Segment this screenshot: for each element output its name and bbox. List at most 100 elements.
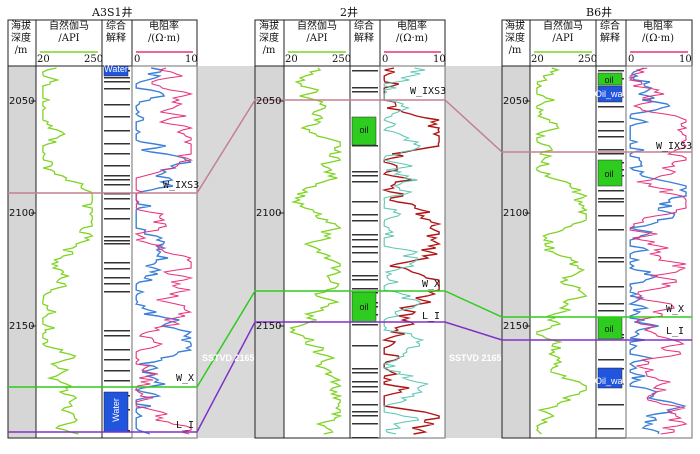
lithology-stripe: [598, 198, 624, 200]
marker-label-w2-wx: W_X: [422, 279, 441, 290]
lithology-stripe: [352, 246, 378, 248]
lithology-stripe: [104, 370, 130, 372]
lithology-stripe: [104, 283, 130, 285]
resistivity-curve: [627, 67, 687, 435]
header-gr-text: 自然伽马/API: [543, 21, 583, 44]
lithology-stripe: [352, 261, 378, 263]
depth-track: [502, 66, 530, 438]
gap-band-left: [197, 66, 255, 438]
lithology-stripe: [352, 411, 378, 413]
lithology-stripe: [104, 243, 130, 245]
well-column-2: [254, 19, 446, 439]
lithology-stripe: [598, 153, 624, 155]
water-zone-w1-top: [103, 65, 129, 77]
well-title-2: 2井: [340, 6, 358, 19]
header-interp-text: 综合 解释: [106, 21, 126, 44]
lithology-stripe: [352, 239, 378, 241]
oil-water-zone-w3-5: [597, 367, 623, 389]
marker-label-w1-wx: W_X: [176, 373, 195, 384]
lithology-stripe: [104, 165, 130, 167]
header-res-w1: 电阻率/(Ω·m): [132, 21, 196, 45]
lithology-stripe: [352, 145, 378, 147]
header-interp-text: 综合 解释: [600, 21, 620, 44]
lithology-stripe: [352, 275, 378, 277]
gr-max-w1: 250: [84, 54, 104, 65]
res-grid: [379, 65, 446, 439]
header-interp-w3: 综合 解释: [596, 21, 624, 45]
gr-max-w2: 250: [332, 54, 352, 65]
header-res-w3: 电阻率/(Ω·m): [626, 21, 690, 45]
lithology-stripe: [352, 381, 378, 383]
depth-track: [8, 66, 36, 438]
lithology-stripe: [598, 215, 624, 217]
header-interp-text: 综合 解释: [354, 21, 374, 44]
lithology-stripe: [598, 303, 624, 305]
lithology-stripe: [598, 261, 624, 263]
header-gr-w3: 自然伽马/API: [530, 21, 596, 45]
header-depth-text: 海拔 深度/m: [505, 21, 525, 56]
lithology-stripe: [104, 184, 130, 186]
header-gr-text: 自然伽马/API: [49, 21, 89, 44]
header-res-w2: 电阻率/(Ω·m): [380, 21, 444, 45]
marker-label-w3-li: L_I: [666, 326, 685, 337]
lithology-stripe: [598, 70, 624, 72]
lithology-stripe: [352, 234, 378, 236]
header-gr-text: 自然伽马/API: [297, 21, 337, 44]
lithology-stripe: [104, 359, 130, 361]
sstvd-label-left: SSTVD 2165: [202, 353, 255, 363]
depth-track: [255, 66, 284, 438]
lithology-stripe: [352, 368, 378, 370]
depth-tick-w3-2150: 2150: [503, 321, 529, 332]
lithology-stripe: [104, 330, 130, 332]
well-title-a3s1: A3S1井: [92, 6, 133, 19]
marker-label-w1-ixs3: W_IXS3: [163, 180, 200, 191]
well-title-b6: B6井: [586, 6, 613, 19]
header-depth-text: 海拔 深度/m: [11, 21, 31, 56]
lithology-stripe: [352, 214, 378, 216]
res-min-w2: 0: [382, 54, 389, 65]
lithology-stripe: [104, 218, 130, 220]
resistivity-curve: [133, 67, 193, 435]
lithology-stripe: [104, 349, 130, 351]
lithology-stripe: [104, 335, 130, 337]
lithology-stripe: [598, 257, 624, 259]
res-max-w3: 10: [679, 54, 692, 65]
res-max-w1: 10: [185, 54, 198, 65]
lithology-stripe: [104, 268, 130, 270]
depth-tick-w1-2150: 2150: [9, 321, 35, 332]
fluid-label-w2-lower: oil: [359, 302, 369, 312]
fluid-label-w1-top: Water: [104, 64, 128, 74]
lithology-stripe: [352, 220, 378, 222]
header-depth-w1: 海拔 深度/m: [8, 21, 34, 57]
lithology-stripe: [598, 286, 624, 288]
resistivity-curve: [628, 67, 688, 435]
lithology-stripe: [598, 136, 624, 138]
gr-min-w2: 20: [285, 54, 298, 65]
correlation-line-wx: [8, 290, 692, 388]
marker-label-w2-li: L_I: [422, 311, 441, 322]
lithology-stripe: [352, 345, 378, 347]
lithology-stripe: [598, 149, 624, 151]
lithology-stripe: [598, 428, 624, 430]
lithology-stripe: [352, 87, 378, 89]
fluid-label-w3-5: Oil_wat: [595, 376, 626, 386]
header-res-text: 电阻率/(Ω·m): [395, 21, 429, 44]
fluid-label-w3-2: Oil_wat: [595, 89, 626, 99]
lithology-stripe: [104, 153, 130, 155]
lithology-stripe: [104, 116, 130, 118]
header-gr-w2: 自然伽马/API: [284, 21, 350, 45]
resistivity-curve: [381, 67, 442, 435]
lithology-stripe: [598, 121, 624, 123]
sstvd-label-right: SSTVD 2165: [449, 353, 502, 363]
fluid-label-w1-bottom: Water: [111, 398, 121, 422]
lithology-stripe: [598, 310, 624, 312]
gamma-ray-curve: [41, 67, 94, 435]
depth-tick-w1-2100: 2100: [9, 208, 35, 219]
lithology-stripe: [352, 279, 378, 281]
lithology-stripe: [352, 70, 378, 72]
res-max-w2: 10: [433, 54, 446, 65]
lithology-stripe: [352, 404, 378, 406]
depth-tick-w2-2100: 2100: [256, 208, 282, 219]
lithology-stripe: [352, 181, 378, 183]
fluid-label-w3-4: oil: [604, 324, 614, 334]
